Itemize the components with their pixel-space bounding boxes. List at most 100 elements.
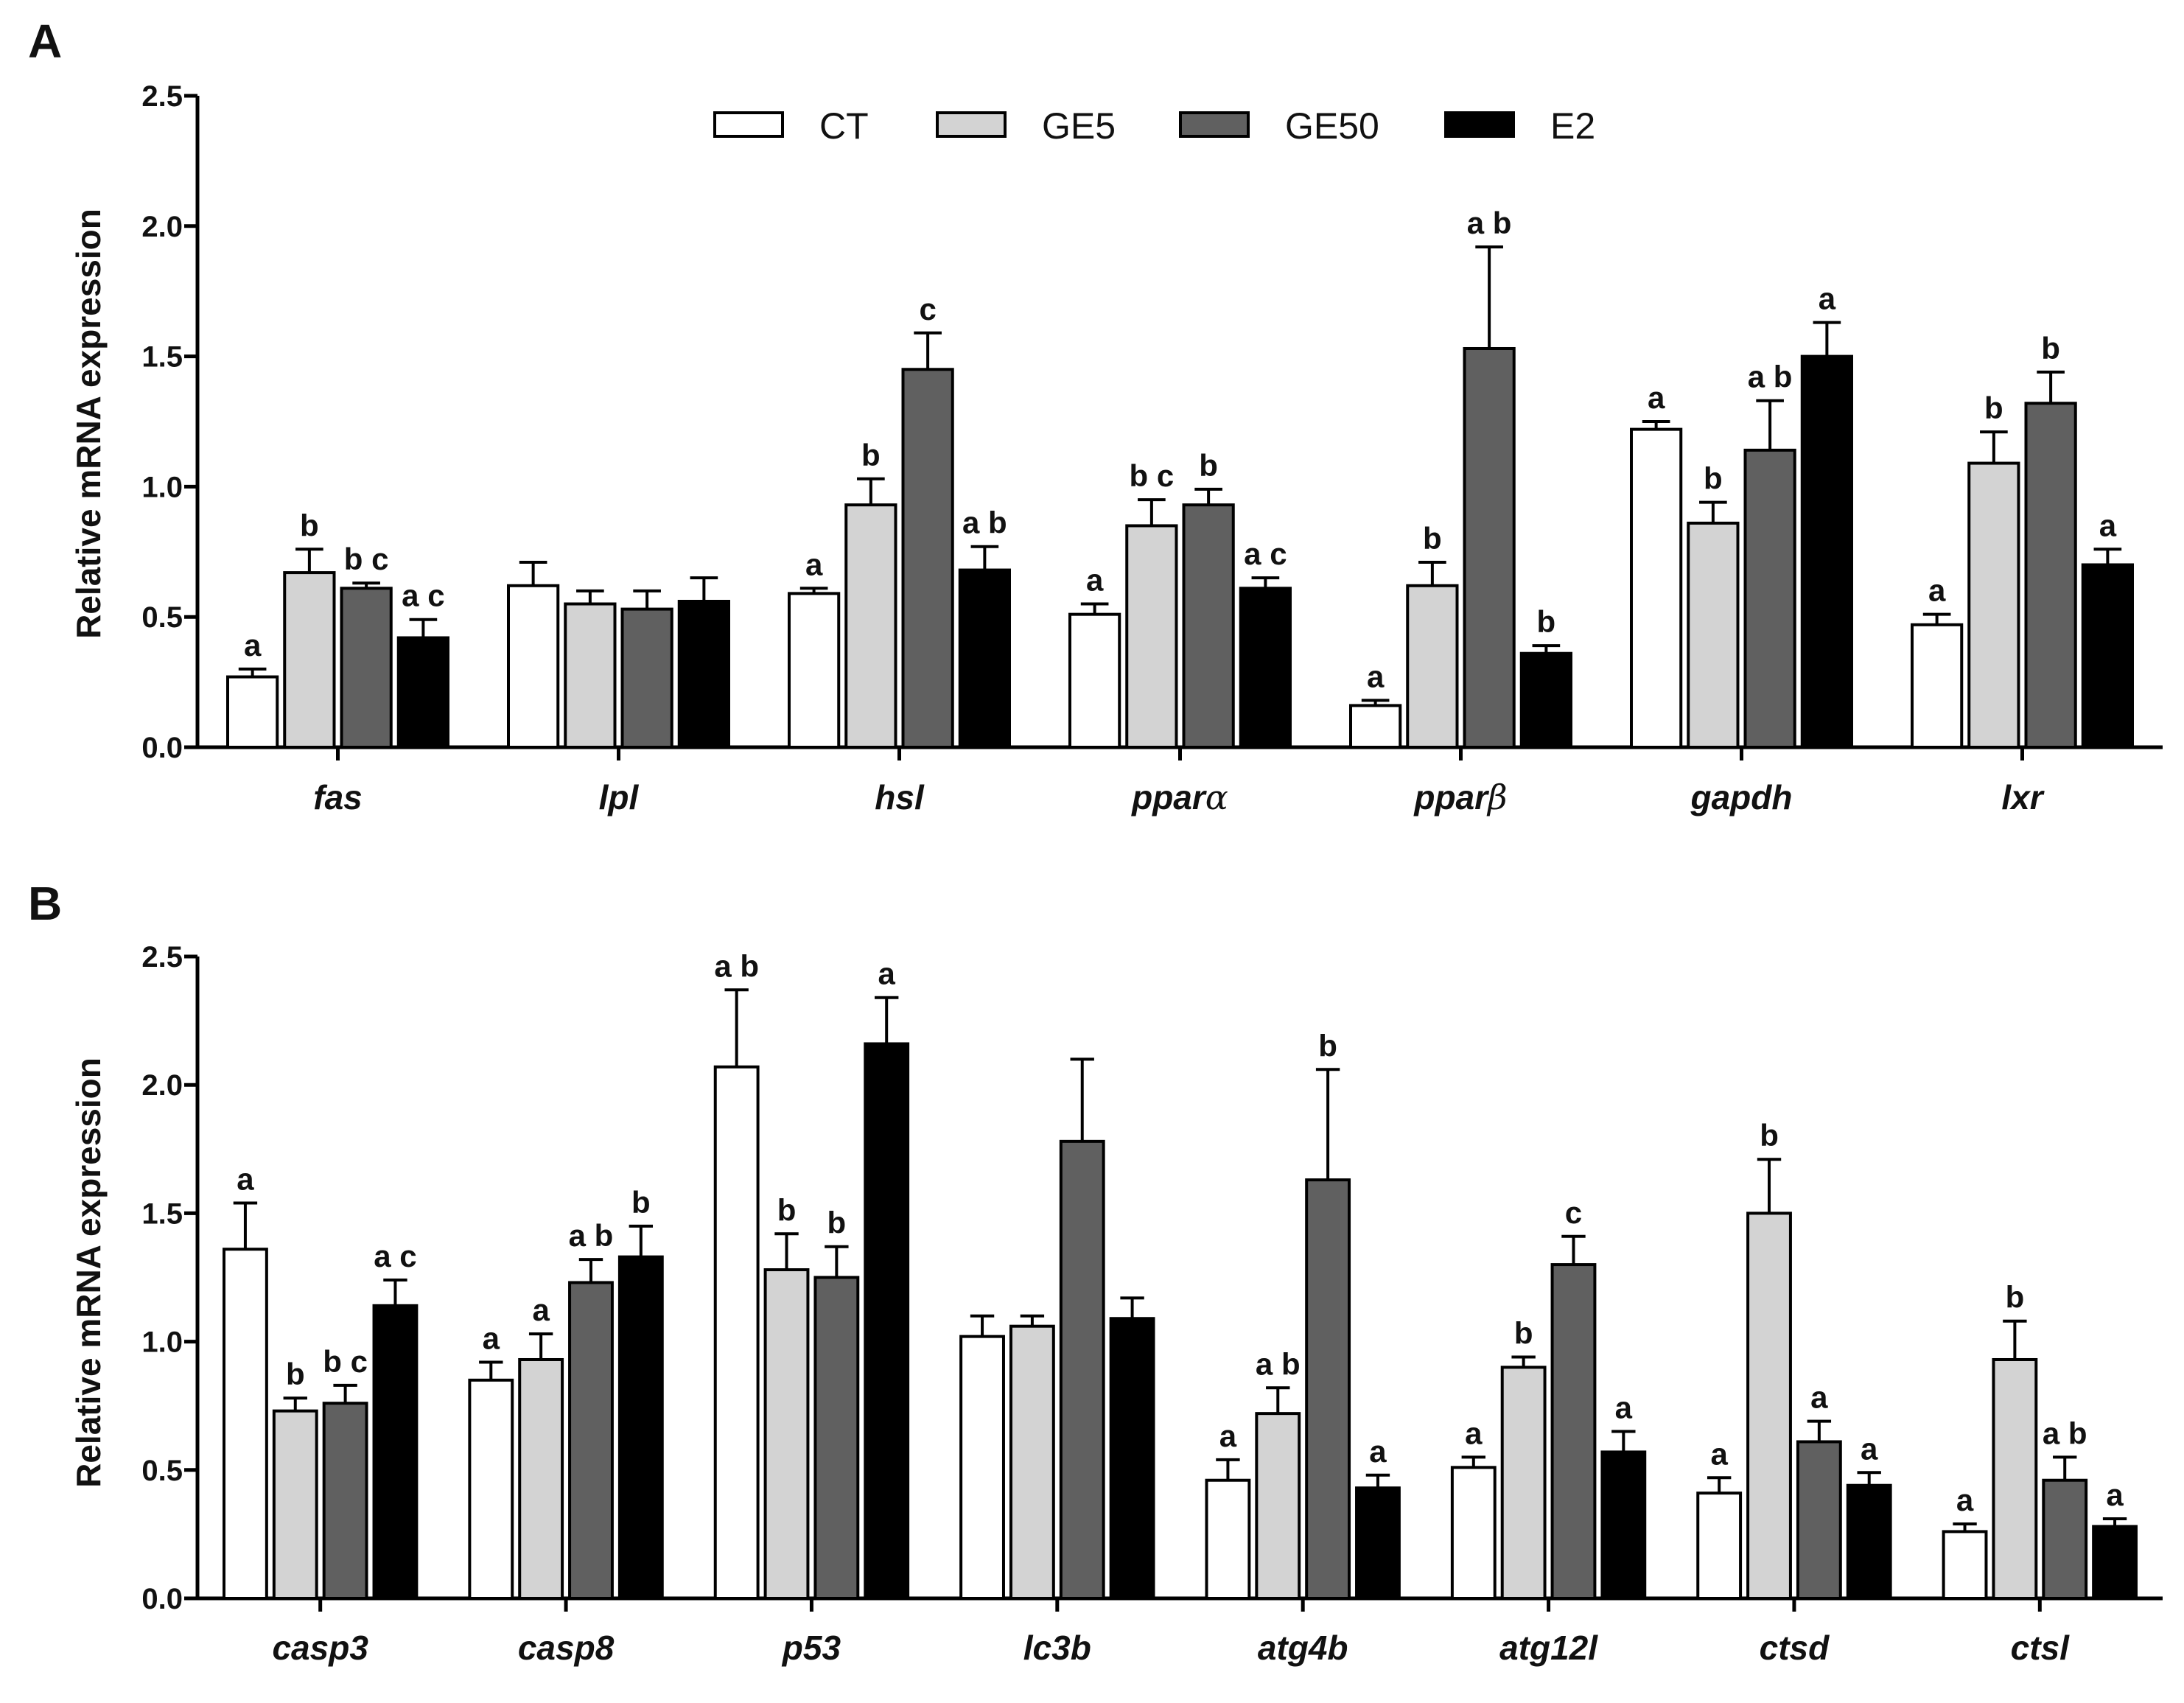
significance-label: a c — [402, 578, 444, 613]
x-tick-label-greek: α — [1205, 777, 1228, 817]
bar-fas-ge5 — [283, 571, 336, 749]
bar-lc3b-ge5 — [1009, 1324, 1055, 1601]
significance-label: a — [2106, 1478, 2124, 1512]
bar-atg12l-ge50 — [1550, 1263, 1597, 1600]
significance-label: b — [286, 1357, 305, 1391]
bar-gapdh-ge5 — [1687, 521, 1740, 749]
bar-lxr-ge5 — [1967, 461, 2020, 749]
bar-lc3b-e2 — [1109, 1317, 1155, 1601]
x-tick-label-ppar: pparα — [1130, 777, 1228, 817]
bar-atg12l-e2 — [1600, 1450, 1647, 1600]
bar-hsl-ge50 — [901, 368, 954, 749]
bar-ppar-ct — [1349, 704, 1402, 749]
bar-ctsl-ge50 — [2042, 1478, 2088, 1600]
significance-label: a — [244, 628, 262, 662]
significance-label: a b — [714, 948, 759, 983]
bar-ctsd-e2 — [1846, 1483, 1892, 1600]
significance-label: a — [1648, 380, 1665, 415]
significance-label: a c — [1244, 536, 1287, 571]
bar-lpl-ge50 — [620, 607, 673, 749]
legend-item-ge5: GE5 — [936, 105, 1116, 147]
x-tick-label-fas: fas — [313, 778, 362, 816]
bar-ctsd-ge5 — [1746, 1211, 1792, 1600]
bar-gapdh-ct — [1630, 427, 1683, 749]
y-tick-label: 1.0 — [141, 471, 183, 503]
bar-ctsd-ct — [1696, 1492, 1743, 1600]
significance-label: a — [1369, 1434, 1387, 1469]
significance-label: b — [827, 1206, 847, 1240]
x-tick-label-lc3b: lc3b — [1023, 1629, 1091, 1667]
y-tick-label: 0.5 — [141, 601, 183, 634]
x-tick-label-hsl: hsl — [875, 778, 925, 816]
bar-hsl-ct — [788, 592, 841, 749]
x-tick-label-casp3: casp3 — [272, 1629, 368, 1667]
y-tick-label: 1.5 — [141, 341, 183, 374]
bar-chart-a: 0.0 0.5 1.0 1.5 2.0 2.5 fas a b b c a c lpl hsl a b c a … — [141, 80, 2163, 817]
significance-label: a — [1367, 659, 1385, 693]
y-tick-label: 2.5 — [141, 80, 183, 113]
bar-hsl-ge5 — [844, 503, 897, 749]
significance-label: b — [777, 1192, 797, 1227]
bar-fas-ge50 — [340, 587, 393, 749]
bar-ppar-e2 — [1519, 651, 1572, 749]
bar-casp8-e2 — [617, 1255, 664, 1601]
significance-label: a b — [2043, 1416, 2087, 1450]
panel-letter-a: A — [28, 15, 62, 68]
bar-gapdh-ge50 — [1743, 448, 1796, 749]
bar-fas-ct — [226, 675, 279, 749]
bar-ppar-ge50 — [1182, 503, 1235, 749]
y-tick-label: 1.5 — [141, 1197, 183, 1230]
bar-lc3b-ge50 — [1059, 1139, 1105, 1600]
legend-swatch-ct — [713, 111, 784, 138]
significance-label: a — [1615, 1391, 1633, 1425]
significance-label: a — [1219, 1419, 1237, 1453]
bar-ppar-ct — [1068, 612, 1121, 749]
bar-lpl-ge5 — [564, 602, 617, 749]
significance-label: b — [631, 1185, 651, 1220]
y-tick-label: 2.0 — [141, 1069, 183, 1102]
legend-label-e2: E2 — [1550, 105, 1595, 147]
significance-label: a b — [1467, 206, 1512, 240]
bar-lpl-ct — [507, 584, 560, 749]
bar-ctsl-e2 — [2092, 1525, 2138, 1600]
significance-label: b — [1984, 391, 2003, 425]
x-tick-label-lxr: lxr — [2001, 778, 2044, 816]
significance-label: b c — [323, 1344, 368, 1379]
significance-label: a — [237, 1161, 254, 1196]
x-tick-label-ctsl: ctsl — [2011, 1629, 2070, 1667]
bar-lxr-ct — [1911, 623, 1964, 749]
y-tick-label: 0.0 — [141, 732, 183, 764]
significance-label: b — [1760, 1118, 1779, 1153]
legend-item-e2: E2 — [1444, 105, 1595, 147]
legend-swatch-ge5 — [936, 111, 1007, 138]
y-tick-label: 2.5 — [141, 941, 183, 973]
bar-chart-b: 0.0 0.5 1.0 1.5 2.0 2.5 casp3 a b b c a c casp8 a a a … — [141, 941, 2163, 1667]
significance-label: a — [1861, 1431, 1878, 1466]
y-tick-label: 0.0 — [141, 1583, 183, 1615]
bar-p53-ge50 — [813, 1276, 860, 1600]
y-tick-label: 1.0 — [141, 1326, 183, 1359]
y-tick-label: 0.5 — [141, 1455, 183, 1487]
bar-ctsd-ge50 — [1796, 1440, 1842, 1600]
legend-item-ge50: GE50 — [1179, 105, 1379, 147]
x-tick-label-gapdh: gapdh — [1690, 778, 1793, 816]
significance-label: b c — [344, 542, 389, 576]
x-tick-label-casp8: casp8 — [518, 1629, 615, 1667]
x-tick-label-atg4b: atg4b — [1258, 1629, 1348, 1667]
significance-label: b — [1537, 604, 1556, 639]
significance-label: a b — [1256, 1346, 1301, 1381]
significance-label: a — [1928, 573, 1946, 608]
significance-label: a — [805, 547, 823, 581]
bar-hsl-e2 — [958, 568, 1011, 749]
significance-label: a — [532, 1293, 550, 1327]
significance-label: a c — [374, 1239, 416, 1273]
significance-label: c — [919, 292, 936, 326]
bar-casp8-ct — [468, 1378, 514, 1600]
significance-label: b — [1318, 1028, 1337, 1063]
bar-atg4b-e2 — [1355, 1486, 1401, 1600]
legend-swatch-ge50 — [1179, 111, 1250, 138]
x-tick-label-atg12l: atg12l — [1499, 1629, 1598, 1667]
significance-label: b — [861, 438, 881, 472]
bar-lxr-e2 — [2081, 563, 2134, 749]
